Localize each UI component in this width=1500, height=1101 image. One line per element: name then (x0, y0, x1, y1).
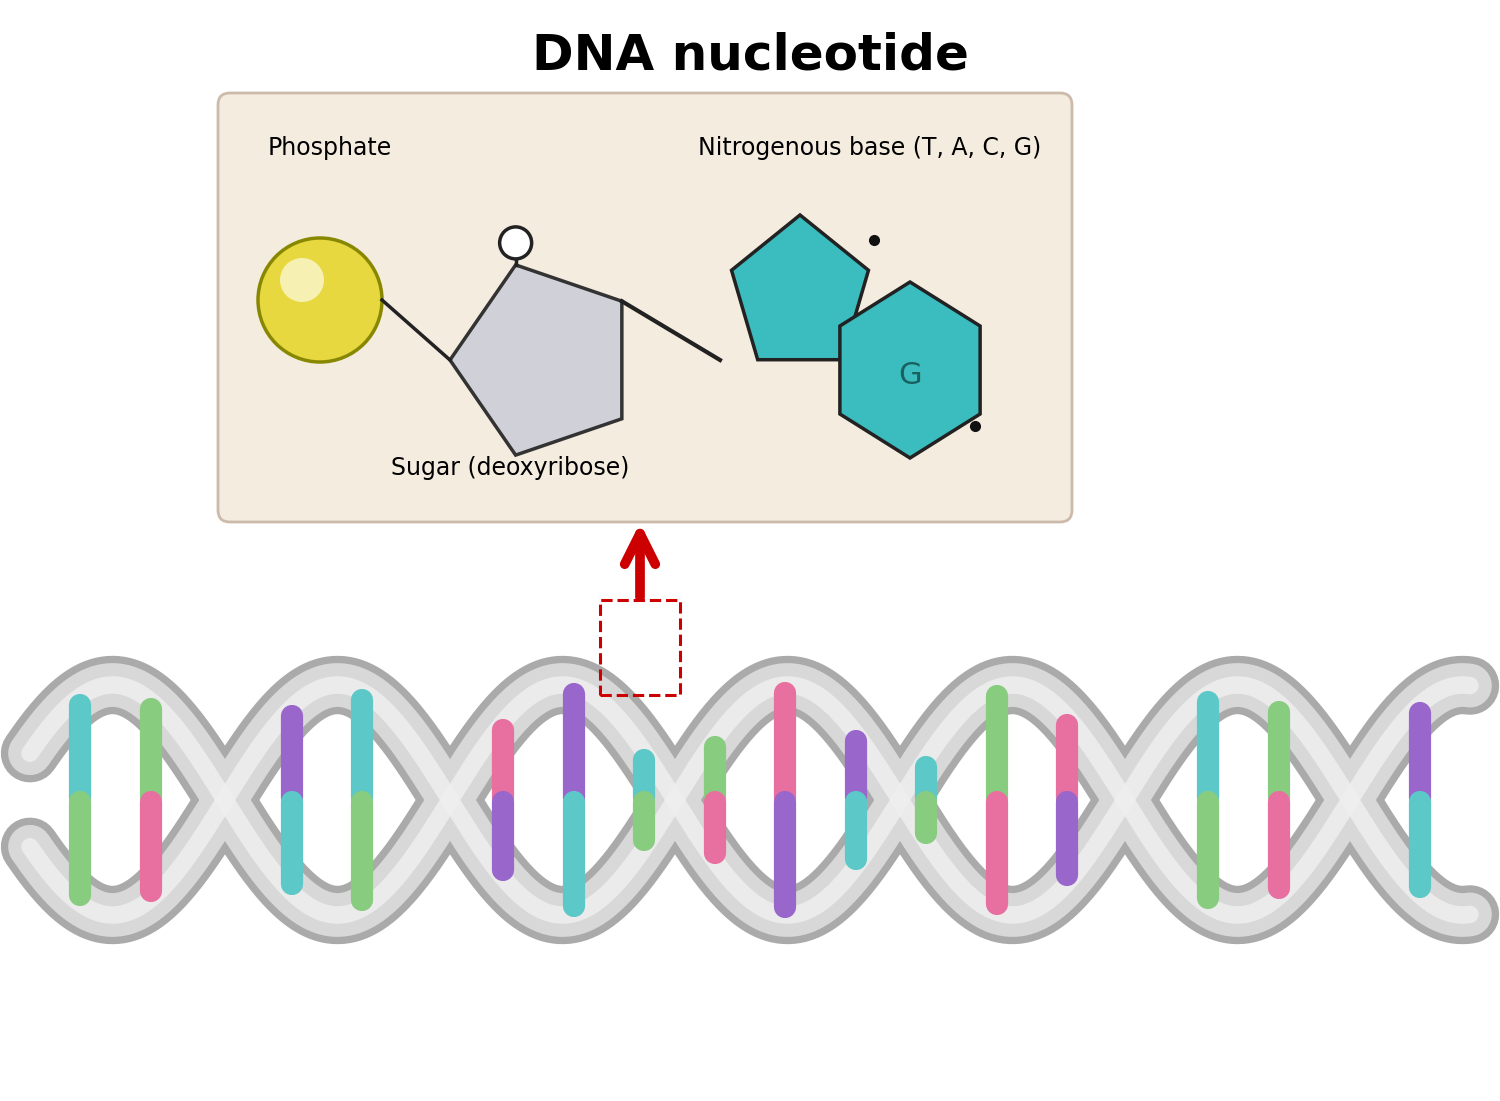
Circle shape (500, 227, 531, 259)
FancyBboxPatch shape (217, 92, 1072, 522)
Text: Sugar (deoxyribose): Sugar (deoxyribose) (392, 456, 628, 480)
Polygon shape (840, 282, 980, 458)
Text: G: G (898, 360, 922, 390)
Text: Phosphate: Phosphate (268, 137, 392, 160)
Text: Nitrogenous base (T, A, C, G): Nitrogenous base (T, A, C, G) (699, 137, 1041, 160)
Circle shape (280, 258, 324, 302)
Circle shape (258, 238, 382, 362)
Polygon shape (450, 265, 622, 455)
Bar (600, 600, 680, 695)
Polygon shape (732, 215, 868, 360)
Text: DNA nucleotide: DNA nucleotide (531, 31, 969, 79)
